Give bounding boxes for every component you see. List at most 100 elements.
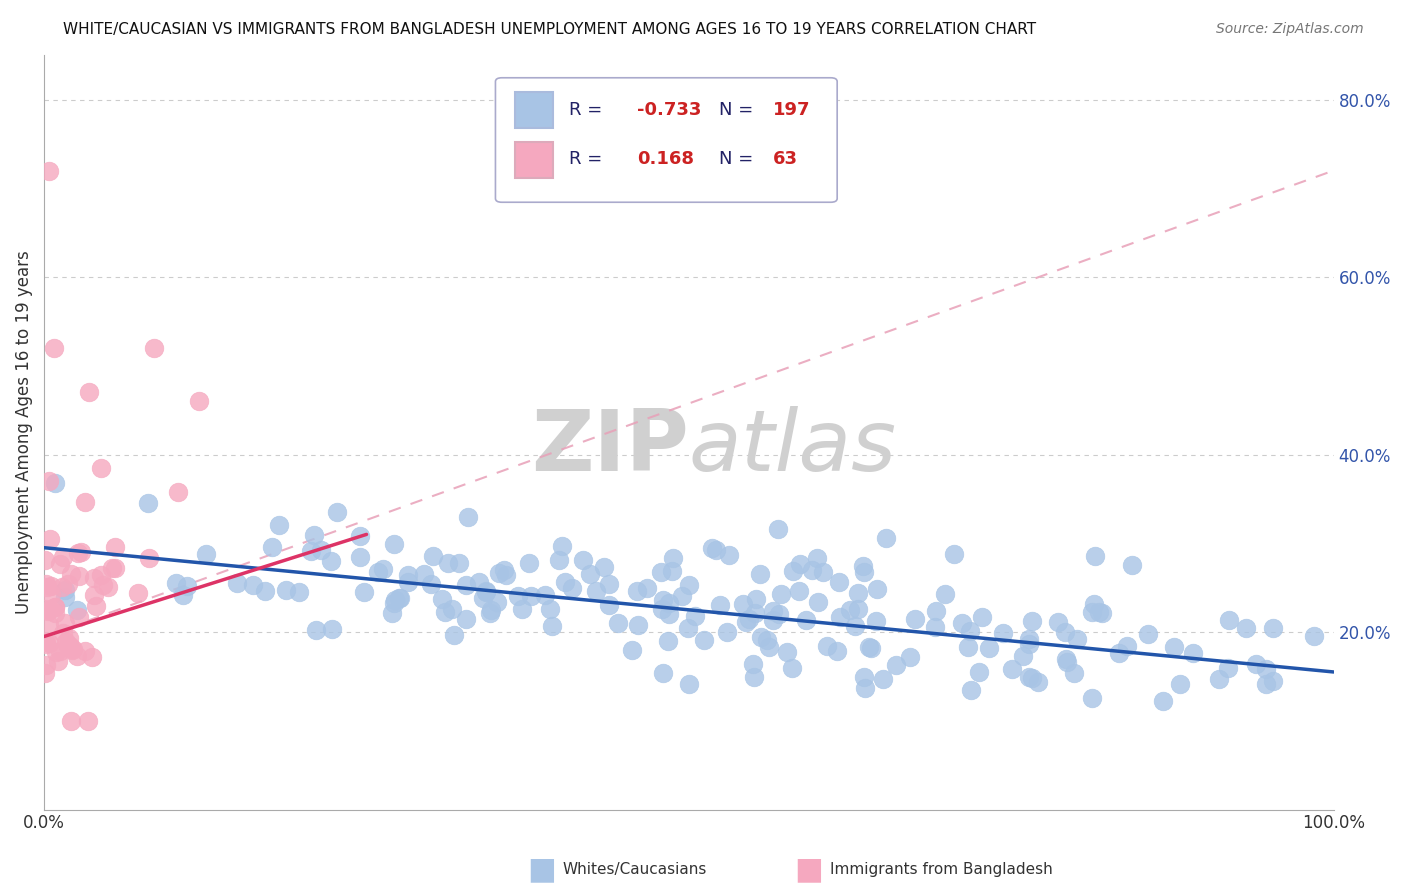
Y-axis label: Unemployment Among Ages 16 to 19 years: Unemployment Among Ages 16 to 19 years xyxy=(15,251,32,615)
Point xyxy=(48,654,70,668)
Point xyxy=(138,550,160,565)
Point xyxy=(716,625,738,640)
Point xyxy=(1137,627,1160,641)
Point xyxy=(991,626,1014,640)
Point xyxy=(735,615,758,629)
Point xyxy=(38,533,60,547)
Point xyxy=(1121,558,1143,573)
Text: ■: ■ xyxy=(527,855,555,884)
Point xyxy=(561,582,583,596)
Point xyxy=(884,658,907,673)
Point xyxy=(598,577,620,591)
Point xyxy=(44,476,66,491)
Point xyxy=(1163,640,1185,655)
Point xyxy=(443,627,465,641)
Point xyxy=(828,575,851,590)
Point xyxy=(1218,613,1240,627)
Point xyxy=(872,672,894,686)
Point xyxy=(353,585,375,599)
Point xyxy=(758,640,780,654)
Point xyxy=(637,582,659,596)
Point xyxy=(1246,657,1268,671)
Point xyxy=(77,714,100,728)
Point xyxy=(839,603,862,617)
Point xyxy=(430,591,453,606)
Point xyxy=(1018,637,1040,651)
Point xyxy=(51,580,73,594)
Point xyxy=(875,531,897,545)
Point xyxy=(262,540,284,554)
Point xyxy=(495,568,517,582)
Point xyxy=(35,602,58,616)
Point xyxy=(384,596,406,610)
Point xyxy=(90,461,112,475)
Point xyxy=(626,617,648,632)
Point xyxy=(373,561,395,575)
Point xyxy=(474,584,496,599)
Point xyxy=(550,539,572,553)
Point xyxy=(950,616,973,631)
Point xyxy=(1108,646,1130,660)
Point xyxy=(959,624,981,638)
Point xyxy=(1080,605,1102,619)
Point xyxy=(593,559,616,574)
Point xyxy=(825,644,848,658)
Point xyxy=(787,583,810,598)
Point xyxy=(700,541,723,556)
Point xyxy=(904,612,927,626)
Point xyxy=(56,577,79,591)
FancyBboxPatch shape xyxy=(495,78,837,202)
Point xyxy=(661,551,683,566)
Point xyxy=(658,607,681,622)
Point xyxy=(1261,621,1284,635)
Point xyxy=(37,604,59,618)
Point xyxy=(73,495,96,509)
Point xyxy=(970,610,993,624)
Point xyxy=(979,640,1001,655)
Point xyxy=(468,575,491,590)
Text: Whites/Caucasians: Whites/Caucasians xyxy=(562,863,707,877)
Point xyxy=(35,580,58,594)
Text: 0.168: 0.168 xyxy=(637,150,695,169)
Point xyxy=(38,635,60,649)
Point xyxy=(572,553,595,567)
Point xyxy=(755,632,778,647)
Point xyxy=(683,609,706,624)
Point xyxy=(67,569,90,583)
Point xyxy=(811,566,834,580)
Point xyxy=(789,558,811,572)
Point xyxy=(38,603,60,617)
Point xyxy=(62,642,84,657)
Point xyxy=(717,548,740,562)
Point xyxy=(494,563,516,577)
Point xyxy=(1152,694,1174,708)
Point xyxy=(925,604,948,618)
Point xyxy=(693,632,716,647)
Point xyxy=(853,681,876,695)
Point xyxy=(742,657,765,671)
Point xyxy=(762,604,785,618)
Point xyxy=(52,626,75,640)
Point xyxy=(1018,670,1040,684)
Point xyxy=(53,591,76,605)
Point xyxy=(38,163,60,178)
Point xyxy=(447,557,470,571)
Point xyxy=(44,599,66,614)
Point xyxy=(77,385,100,400)
Point xyxy=(846,602,869,616)
Point xyxy=(706,542,728,557)
Point xyxy=(1056,655,1078,669)
Point xyxy=(478,606,501,620)
Point xyxy=(457,510,479,524)
Point xyxy=(253,584,276,599)
Point xyxy=(172,588,194,602)
Point xyxy=(534,588,557,602)
Point xyxy=(349,529,371,543)
Point xyxy=(35,635,58,649)
Point xyxy=(651,602,673,616)
Point xyxy=(413,567,436,582)
Point xyxy=(142,341,165,355)
Point xyxy=(167,485,190,500)
Point xyxy=(1021,614,1043,628)
Point xyxy=(60,642,83,657)
